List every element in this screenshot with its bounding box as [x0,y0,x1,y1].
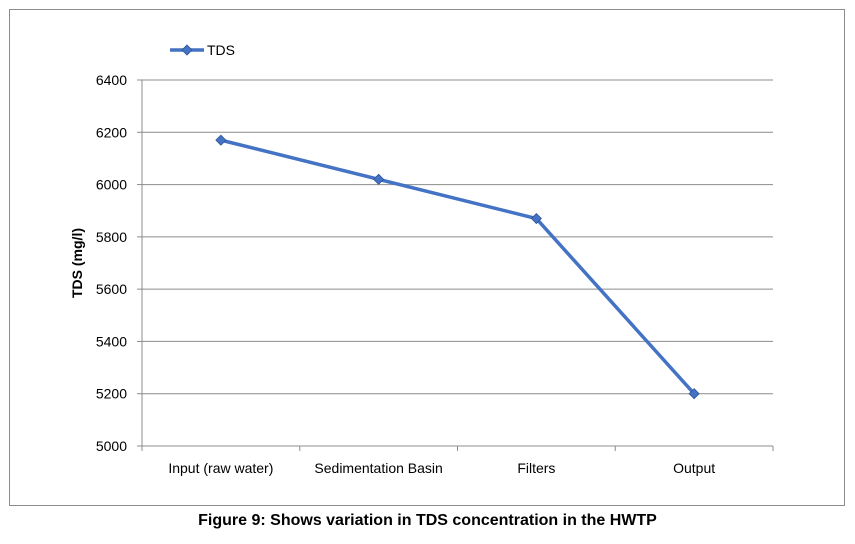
grid-layer [142,79,773,447]
legend: TDS [170,42,235,58]
chart-frame [9,9,845,506]
figure-caption: Figure 9: Shows variation in TDS concent… [198,512,657,529]
y-tick-label: 5400 [96,333,127,349]
x-tick-label: Input (raw water) [168,460,273,476]
series-line [219,138,696,396]
x-tick-label: Output [673,460,715,476]
x-tick-label: Filters [517,460,555,476]
y-tick-label: 6400 [96,72,127,88]
data-point-marker [215,134,227,146]
legend-marker [181,44,193,56]
data-point-marker [688,388,700,400]
y-tick-label: 5200 [96,386,127,402]
y-tick-label: 5600 [96,281,127,297]
y-tick-label: 6200 [96,124,127,140]
y-tick-label: 5800 [96,229,127,245]
y-tick-label: 6000 [96,177,127,193]
data-point-marker [530,212,542,225]
y-tick-label: 5000 [96,438,127,454]
x-tick-label: Sedimentation Basin [314,460,442,476]
legend-label: TDS [207,42,235,58]
series-layer [215,134,700,400]
data-point-marker [373,173,385,185]
y-axis-title: TDS (mg/l) [69,228,85,298]
axis-layer: 5000 5200 5400 5600 5800 6000 6200 6400 Input (r… [96,72,774,476]
